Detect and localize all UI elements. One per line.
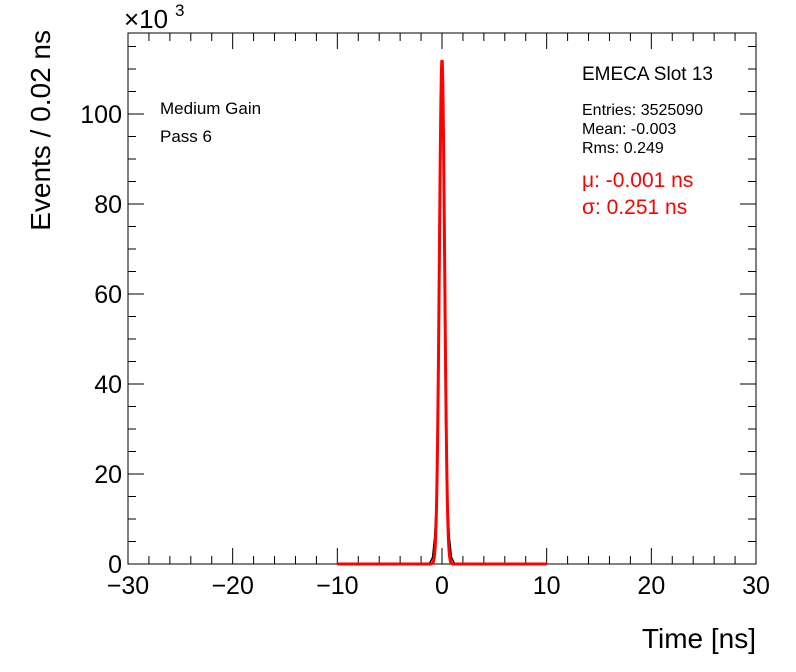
ticks: −30 −20 −10 0 10 20 30 0 20 40 60 80 100: [80, 33, 770, 600]
fit-sigma: σ: 0.251 ns: [582, 196, 687, 219]
y-axis-title: Events / 0.02 ns: [25, 30, 56, 231]
stats-title: EMECA Slot 13: [582, 64, 713, 85]
x-tick-label: −20: [211, 572, 253, 600]
pass-annotation: Pass 6: [160, 127, 212, 146]
gain-annotation: Medium Gain: [160, 99, 261, 118]
stats-rms: Rms: 0.249: [582, 140, 664, 157]
y-tick-label: 80: [94, 191, 122, 219]
y-tick-label: 20: [94, 461, 122, 489]
gaussian-fit-line: [337, 59, 547, 566]
x-tick-label: 30: [742, 572, 770, 600]
x-tick-label: 0: [435, 572, 449, 600]
y-tick-label: 60: [94, 281, 122, 309]
x-axis-title: Time [ns]: [642, 623, 756, 654]
fit-mu: μ: -0.001 ns: [582, 169, 693, 192]
y-tick-label: 100: [80, 101, 122, 129]
x-tick-label: −10: [316, 572, 358, 600]
x-tick-label: −30: [107, 572, 149, 600]
x-tick-label: 20: [637, 572, 665, 600]
stats-entries: Entries: 3525090: [582, 102, 703, 119]
y-multiplier-exponent: 3: [175, 1, 184, 20]
fit-curve: [337, 59, 547, 566]
x-tick-label: 10: [533, 572, 561, 600]
y-tick-label: 0: [108, 551, 122, 579]
stats-mean: Mean: -0.003: [582, 121, 676, 138]
y-multiplier: ×10: [124, 4, 168, 34]
y-tick-label: 40: [94, 371, 122, 399]
